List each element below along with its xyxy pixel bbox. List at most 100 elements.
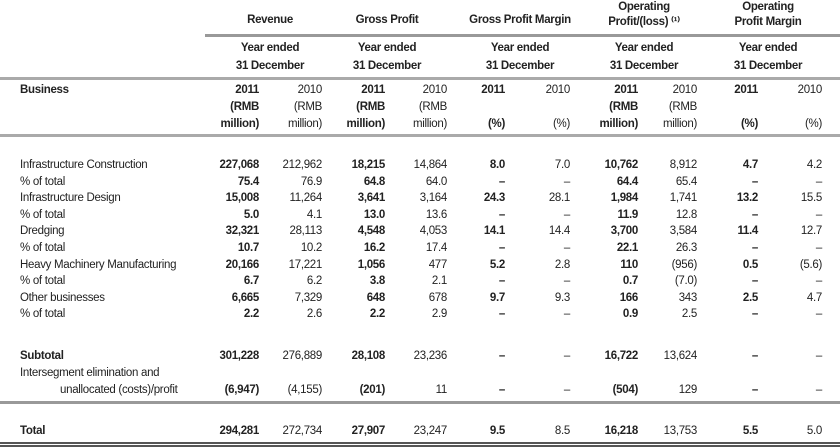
table-cell: 9.7 (489, 291, 505, 304)
table-cell: 2.2 (369, 308, 385, 321)
table-cell: 5.0 (243, 208, 259, 221)
table-cell: 11.4 (737, 225, 758, 238)
table-cell: 14.1 (483, 225, 505, 238)
table-cell: 14,864 (413, 159, 448, 171)
divider (0, 442, 840, 444)
table-cell: 2.5 (742, 291, 758, 304)
table-cell: (201) (359, 384, 386, 396)
divider (0, 445, 840, 447)
group-period: 31 December (235, 60, 305, 72)
table-cell: 28.1 (548, 192, 570, 205)
group-title: Operating (618, 1, 670, 13)
table-cell: 10.7 (237, 242, 259, 254)
table-cell: 9.5 (489, 425, 505, 437)
table-cell: 1,984 (610, 192, 639, 205)
column-subheader: 2010 (545, 84, 571, 96)
column-subheader: (%) (741, 118, 758, 130)
column-subheader: 2011 (361, 84, 385, 96)
table-cell: (4,155) (287, 384, 323, 396)
table-cell: 4,548 (357, 225, 386, 238)
group-period: 31 December (609, 60, 679, 72)
table-cell: 166 (619, 291, 639, 304)
table-cell: 2.9 (431, 308, 447, 321)
row-label: Infrastructure Design (20, 192, 121, 205)
table-cell: 8.5 (554, 425, 570, 437)
column-subheader: 2011 (235, 84, 259, 96)
row-label: Subtotal (20, 350, 64, 362)
column-subheader: 2010 (422, 84, 448, 96)
group-period: Year ended (240, 42, 300, 54)
table-cell: 13.2 (736, 192, 758, 205)
column-subheader: (RMB (609, 101, 638, 113)
table-cell: 12.8 (675, 208, 697, 221)
table-cell: 6.7 (243, 275, 259, 288)
table-cell: 8.0 (489, 159, 505, 171)
column-subheader: (RMB (293, 101, 322, 113)
table-cell: 17,221 (288, 258, 323, 271)
table-cell: 27,907 (351, 425, 386, 437)
group-title: Profit Margin (734, 16, 802, 28)
table-cell: – (815, 208, 822, 221)
table-cell: – (563, 275, 570, 288)
table-cell: 301,228 (219, 350, 260, 362)
business-header: Business (20, 84, 69, 96)
table-cell: 24.3 (483, 192, 505, 205)
group-period: Year ended (490, 42, 550, 54)
table-cell: 17.4 (425, 242, 447, 254)
row-label: % of total (20, 275, 65, 288)
row-label: Heavy Machinery Manufacturing (20, 258, 177, 271)
group-period: Year ended (738, 42, 798, 54)
divider (0, 77, 840, 80)
table-cell: – (498, 384, 505, 396)
table-cell: 4.7 (742, 159, 758, 171)
table-cell: 13,624 (663, 350, 698, 362)
table-cell: 3.8 (369, 275, 385, 288)
table-cell: 7,329 (294, 291, 323, 304)
table-cell: 76.9 (300, 175, 322, 188)
group-title: Gross Profit Margin (469, 14, 571, 26)
column-subheader: (RMB (230, 101, 259, 113)
divider (0, 134, 840, 137)
column-subheader: (%) (488, 118, 505, 130)
table-cell: 343 (678, 291, 698, 304)
table-cell: – (498, 242, 505, 254)
row-label: Dredging (20, 225, 65, 238)
table-cell: – (815, 275, 822, 288)
table-cell: 9.3 (554, 291, 570, 304)
table-cell: – (563, 175, 570, 188)
table-cell: – (498, 208, 505, 221)
row-label: % of total (20, 308, 65, 321)
table-cell: 4,053 (419, 225, 448, 238)
table-cell: 4.2 (806, 159, 822, 171)
table-cell: – (815, 242, 822, 254)
table-cell: 0.9 (622, 308, 638, 321)
table-cell: 15.5 (800, 192, 822, 205)
table-cell: 4.7 (806, 291, 822, 304)
group-period: 31 December (352, 60, 422, 72)
table-cell: 64.0 (425, 175, 447, 188)
table-cell: (956) (671, 258, 698, 271)
table-cell: 2.2 (243, 308, 259, 321)
column-subheader: million) (346, 118, 386, 130)
table-cell: 7.0 (554, 159, 570, 171)
table-cell: 23,247 (413, 425, 448, 437)
table-cell: 1,741 (669, 192, 698, 205)
table-cell: – (751, 350, 758, 362)
column-subheader: million) (220, 118, 260, 130)
table-cell: 18,215 (351, 159, 386, 171)
table-cell: 11 (435, 384, 448, 396)
table-cell: 129 (678, 384, 698, 396)
table-cell: 23,236 (413, 350, 448, 362)
table-cell: 5.0 (806, 425, 822, 437)
table-cell: 227,068 (219, 159, 260, 171)
table-cell: – (815, 350, 822, 362)
table-cell: 2.1 (431, 275, 447, 288)
table-cell: 110 (620, 258, 638, 271)
column-subheader: (RMB (418, 101, 447, 113)
table-cell: 1,056 (357, 258, 386, 271)
table-cell: 2.5 (681, 308, 697, 321)
table-cell: 26.3 (675, 242, 697, 254)
table-cell: (6,947) (224, 384, 260, 396)
group-title: Profit/(loss) ⁽¹⁾ (608, 16, 680, 28)
table-cell: 272,734 (282, 425, 323, 437)
